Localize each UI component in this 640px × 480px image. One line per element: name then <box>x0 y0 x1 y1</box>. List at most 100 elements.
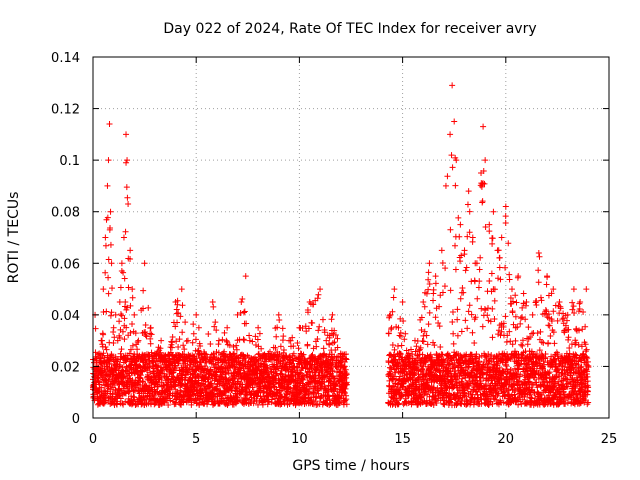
data-point <box>240 336 247 343</box>
data-point <box>515 273 522 280</box>
data-point <box>465 308 472 315</box>
data-point <box>468 311 475 318</box>
data-point <box>425 269 432 276</box>
data-point <box>583 346 590 353</box>
data-point <box>279 325 286 332</box>
data-point <box>309 319 316 326</box>
data-point <box>535 279 542 286</box>
data-point <box>452 242 459 249</box>
data-point <box>513 299 520 306</box>
data-point <box>177 313 184 320</box>
data-point <box>551 340 558 347</box>
data-point <box>464 325 471 332</box>
data-point <box>442 265 449 272</box>
data-point <box>173 396 180 403</box>
data-point <box>391 286 398 293</box>
data-point <box>419 338 426 345</box>
data-point <box>139 378 146 385</box>
data-point <box>207 380 214 387</box>
data-point <box>107 241 114 248</box>
data-point <box>457 221 464 228</box>
data-point <box>394 343 401 350</box>
data-point <box>120 401 127 408</box>
data-point <box>211 323 218 330</box>
data-point <box>426 309 433 316</box>
data-point <box>209 298 216 305</box>
data-point <box>141 260 148 267</box>
data-point <box>188 401 195 408</box>
data-point <box>489 235 496 242</box>
data-point <box>126 350 133 357</box>
data-point <box>207 366 214 373</box>
data-point <box>512 292 519 299</box>
data-point <box>98 337 105 344</box>
data-point <box>116 298 123 305</box>
data-point <box>204 398 211 405</box>
data-point <box>147 340 154 347</box>
data-point <box>143 333 150 340</box>
data-point <box>480 123 487 130</box>
data-point <box>502 313 509 320</box>
data-point <box>536 253 543 260</box>
data-point <box>140 287 147 294</box>
data-point <box>118 260 125 267</box>
data-point <box>190 391 197 398</box>
data-point <box>213 372 220 379</box>
data-point <box>570 303 577 310</box>
data-point <box>189 339 196 346</box>
data-point <box>444 173 451 180</box>
data-point <box>439 289 446 296</box>
data-point <box>192 358 199 365</box>
data-point <box>224 338 231 345</box>
data-point <box>286 337 293 344</box>
data-point <box>213 327 220 334</box>
data-point <box>303 328 310 335</box>
data-point <box>207 340 214 347</box>
data-point <box>181 346 188 353</box>
data-point <box>447 131 454 138</box>
data-point <box>117 350 124 357</box>
data-point <box>173 338 180 345</box>
data-point <box>509 309 516 316</box>
data-point <box>525 324 532 331</box>
data-point <box>169 339 176 346</box>
data-point <box>238 299 245 306</box>
data-point <box>131 311 138 318</box>
data-point <box>140 378 147 385</box>
data-point <box>430 297 437 304</box>
data-point <box>237 310 244 317</box>
data-point <box>124 194 131 201</box>
data-point <box>464 201 471 208</box>
data-point <box>103 308 110 315</box>
data-point <box>329 311 336 318</box>
data-point <box>134 346 141 353</box>
data-point <box>100 286 107 293</box>
data-point <box>116 318 123 325</box>
data-point <box>545 339 552 346</box>
data-point <box>155 375 162 382</box>
data-point <box>173 310 180 317</box>
data-point <box>388 324 395 331</box>
data-point <box>110 324 117 331</box>
data-point <box>190 330 197 337</box>
data-point <box>205 330 212 337</box>
data-point <box>556 298 563 305</box>
data-point <box>280 346 287 353</box>
data-point <box>132 330 139 337</box>
data-point <box>175 343 182 350</box>
data-point <box>193 311 200 318</box>
data-point <box>430 286 437 293</box>
data-point <box>411 337 418 344</box>
data-point <box>124 157 131 164</box>
data-point <box>449 164 456 171</box>
data-point <box>210 303 217 310</box>
data-point <box>181 377 188 384</box>
data-point <box>319 316 326 323</box>
data-point <box>172 323 179 330</box>
data-point <box>243 320 250 327</box>
data-point <box>296 324 303 331</box>
data-point <box>439 259 446 266</box>
data-point <box>123 324 130 331</box>
data-point <box>583 286 590 293</box>
data-point <box>486 228 493 235</box>
